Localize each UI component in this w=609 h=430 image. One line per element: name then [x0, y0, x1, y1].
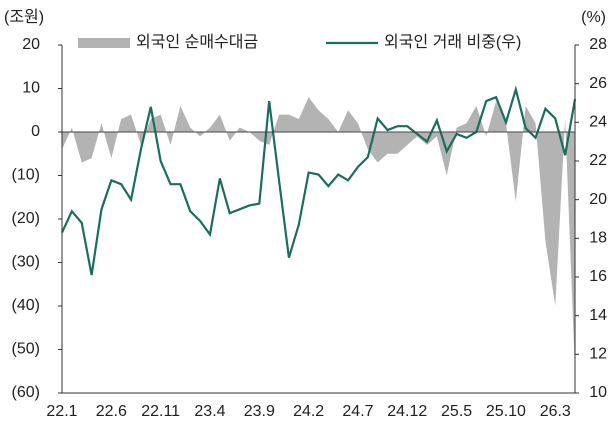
y2-tick-label: 28 [589, 36, 607, 53]
y2-axis-label: (%) [581, 9, 606, 26]
x-tick-label: 23.9 [244, 403, 275, 420]
y-tick-label: 0 [31, 123, 40, 140]
legend-label: 외국인 거래 비중(우) [384, 33, 521, 51]
y2-tick-label: 16 [589, 268, 607, 285]
y-tick-label: (50) [12, 341, 40, 358]
x-tick-label: 22.6 [96, 403, 127, 420]
x-tick-label: 22.1 [46, 403, 77, 420]
x-tick-label: 25.10 [486, 403, 526, 420]
y-tick-label: 10 [22, 80, 40, 97]
y2-tick-label: 14 [589, 307, 607, 324]
line [61, 85, 577, 276]
legend-label: 외국인 순매수대금 [136, 33, 258, 51]
y2-tick-label: 20 [589, 191, 607, 208]
y-tick-label: (30) [12, 254, 40, 271]
y2-tick-label: 26 [589, 75, 607, 92]
y-tick-label: (20) [12, 210, 40, 227]
y2-tick-label: 24 [589, 114, 607, 131]
x-tick-label: 24.12 [387, 403, 427, 420]
x-tick-label: 26.3 [540, 403, 571, 420]
x-tick-label: 24.2 [293, 403, 324, 420]
x-tick-label: 23.4 [194, 403, 225, 420]
y-tick-label: (40) [12, 297, 40, 314]
y-tick-label: (60) [12, 384, 40, 401]
y-axis-label: (조원) [4, 8, 44, 26]
x-tick-label: 24.7 [342, 403, 373, 420]
x-tick-label: 25.5 [441, 403, 472, 420]
area [62, 97, 575, 372]
y2-tick-label: 10 [589, 384, 607, 401]
y2-tick-label: 18 [589, 230, 607, 247]
y-tick-label: (10) [12, 167, 40, 184]
x-tick-label: 22.11 [141, 403, 180, 420]
legend-swatch [78, 38, 130, 48]
y-tick-label: 20 [22, 36, 40, 53]
y2-tick-label: 12 [589, 346, 607, 363]
y2-tick-label: 22 [589, 152, 607, 169]
